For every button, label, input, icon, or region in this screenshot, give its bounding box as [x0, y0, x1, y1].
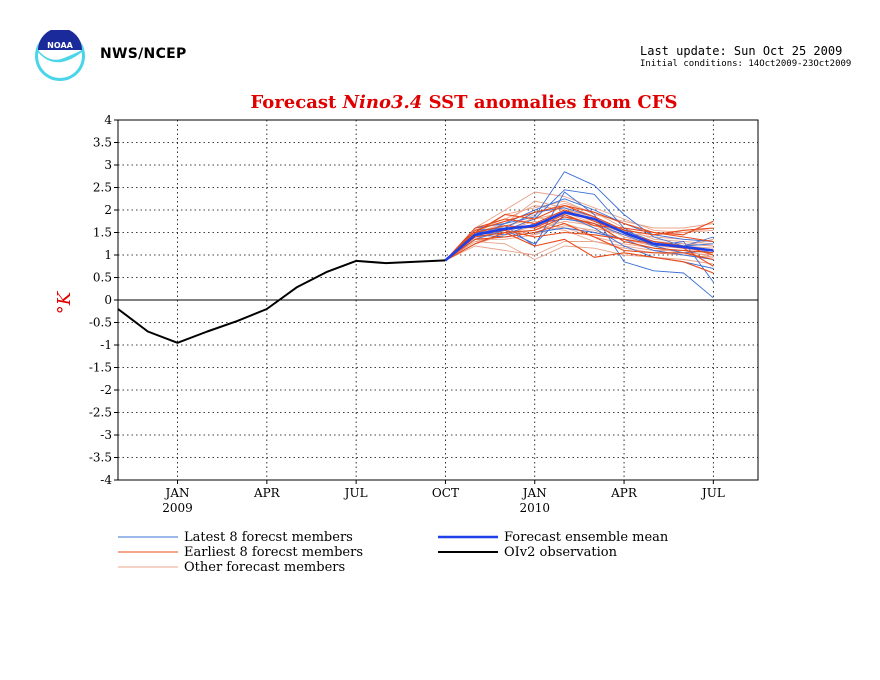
earliest-member-line [445, 204, 714, 261]
x-tick-label: APR [253, 486, 281, 500]
x-tick-label: JUL [700, 486, 725, 500]
y-tick-label: 3.5 [93, 136, 112, 150]
y-tick-label: -1.5 [89, 361, 112, 375]
logo-sky [38, 30, 82, 50]
legend-label-earliest: Earliest 8 forecst members [184, 545, 363, 560]
legend-label-mean: Forecast ensemble mean [504, 530, 669, 545]
chart-title: Forecast Nino3.4 SST anomalies from CFS [251, 92, 678, 113]
x-tick-year-label: 2009 [162, 501, 193, 515]
y-tick-label: 4 [104, 113, 112, 127]
y-tick-label: 3 [104, 158, 112, 172]
y-tick-label: 1 [104, 248, 112, 262]
y-tick-label: -2 [100, 383, 112, 397]
y-axis-label: °K [54, 290, 75, 314]
y-tick-label: -3 [100, 428, 112, 442]
y-tick-label: -1 [100, 338, 112, 352]
chart-title-prefix: Forecast [251, 92, 343, 113]
earliest-member-line [445, 231, 714, 274]
y-tick-label: -3.5 [89, 451, 112, 465]
initial-conditions: Initial conditions: 14Oct2009-23Oct2009 [640, 59, 852, 69]
legend: Latest 8 forecst members Earliest 8 fore… [118, 530, 669, 575]
logo-wave [38, 50, 82, 63]
x-tick-label: APR [610, 486, 638, 500]
y-tick-label: 0.5 [93, 271, 112, 285]
y-tick-label: -0.5 [89, 316, 112, 330]
plot-frame [117, 119, 759, 481]
legend-label-other: Other forecast members [184, 560, 345, 575]
last-update: Last update: Sun Oct 25 2009 [640, 44, 843, 58]
y-tick-label: -4 [100, 473, 112, 487]
ensemble-mean-series [444, 211, 714, 262]
y-tick-label: 0 [104, 293, 112, 307]
observation-series [117, 259, 446, 344]
org-name: NWS/NCEP [100, 46, 187, 62]
x-tick-year-label: 2010 [519, 501, 550, 515]
y-tick-label: -2.5 [89, 406, 112, 420]
chart-title-suffix: SST anomalies from CFS [422, 92, 677, 113]
earliest-member-line [445, 213, 714, 261]
other-member-line [445, 200, 714, 261]
x-tick-label: JUL [343, 486, 368, 500]
logo-text: NOAA [47, 41, 73, 50]
grid-lines [114, 119, 758, 484]
other-member-line [445, 241, 714, 261]
noaa-logo: NOAA [35, 30, 85, 81]
x-tick-label: OCT [432, 486, 459, 500]
other-member-line [445, 191, 714, 261]
x-tick-label: JAN [521, 486, 547, 500]
ensemble-mean-line [444, 211, 714, 262]
observation-line [117, 259, 446, 344]
legend-label-latest: Latest 8 forecst members [184, 530, 353, 545]
chart-title-italic: Nino3.4 [342, 92, 423, 113]
earliest-members-series [444, 204, 714, 274]
y-tick-label: 2 [104, 203, 112, 217]
y-tick-label: 1.5 [93, 226, 112, 240]
y-axis-tick-labels: 4 3.5 3 2.5 2 1.5 1 0.5 0 -0.5 -1 -1.5 -2 -2.5 -3 -3.5 -… [89, 113, 113, 487]
legend-label-obs: OIv2 observation [504, 545, 618, 560]
x-tick-label: JAN [164, 486, 190, 500]
latest-member-line [445, 198, 714, 261]
y-tick-label: 2.5 [93, 181, 112, 195]
other-member-line [445, 225, 714, 261]
other-member-line [445, 241, 714, 265]
